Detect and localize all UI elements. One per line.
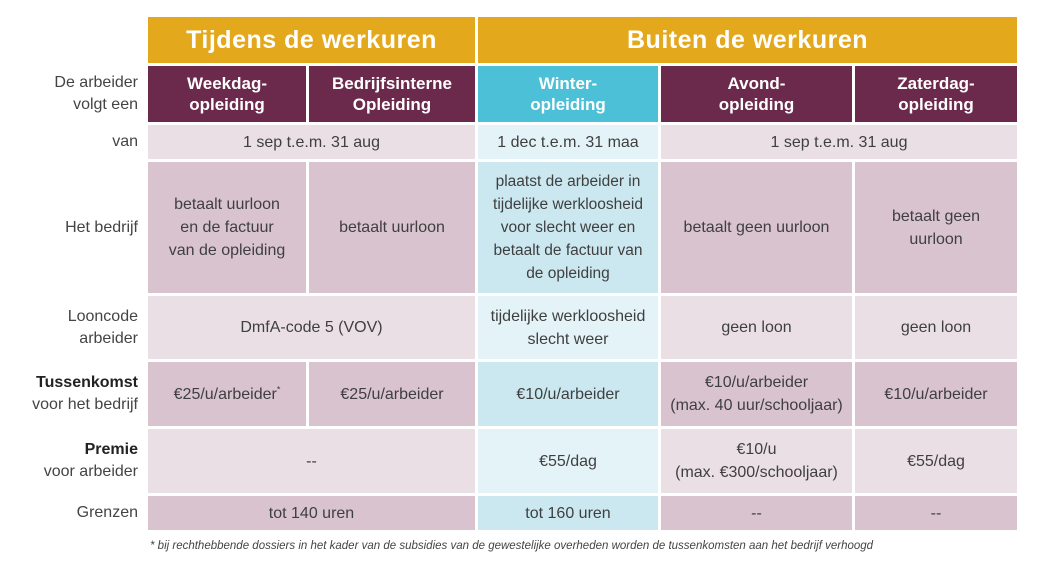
- row-label-looncode: Looncode arbeider: [67, 307, 138, 347]
- column-header-winter: Winter-opleiding: [478, 66, 658, 122]
- cell-van-right: 1 sep t.e.m. 31 aug: [661, 125, 1017, 159]
- footnote-marker: *: [276, 384, 281, 395]
- column-header-weekdag: Weekdag-opleiding: [148, 66, 306, 122]
- cell-bedrijf-winter: plaatst de arbeider in tijdelijke werkloo…: [478, 162, 658, 293]
- row-label-premie: Premie voor arbeider: [43, 441, 138, 480]
- cell-looncode-avond: geen loon: [661, 296, 852, 359]
- cell-bedrijf-weekdag: betaalt uurloon en de factuur van de oplei…: [148, 162, 306, 293]
- cell-bedrijf-intern: betaalt uurloon: [309, 162, 475, 293]
- cell-tussenkomst-avond: €10/u/arbeider (max. 40 uur/schooljaar): [661, 362, 852, 426]
- cell-van-left: 1 sep t.e.m. 31 aug: [148, 125, 475, 159]
- row-label-van: van: [112, 133, 138, 150]
- cell-tussenkomst-weekdag: €25/u/arbeider*: [148, 362, 306, 426]
- row-label-follows: De arbeider volgt een: [54, 74, 138, 113]
- row-label-bedrijf: Het bedrijf: [65, 218, 138, 236]
- cell-grenzen-zaterdag: --: [855, 496, 1017, 530]
- cell-premie-zaterdag: €55/dag: [855, 429, 1017, 493]
- row-label-grenzen: Grenzen: [76, 504, 138, 521]
- cell-tussenkomst-winter: €10/u/arbeider: [478, 362, 658, 426]
- cell-bedrijf-zaterdag: betaalt geen uurloon: [855, 162, 1017, 293]
- header-outside-work-hours: Buiten de werkuren: [478, 17, 1017, 63]
- cell-grenzen-winter: tot 160 uren: [478, 496, 658, 530]
- cell-grenzen-left: tot 140 uren: [148, 496, 475, 530]
- cell-bedrijf-avond: betaalt geen uurloon: [661, 162, 852, 293]
- cell-premie-winter: €55/dag: [478, 429, 658, 493]
- cell-premie-avond: €10/u (max. €300/schooljaar): [661, 429, 852, 493]
- cell-tussenkomst-zaterdag: €10/u/arbeider: [855, 362, 1017, 426]
- cell-looncode-left: DmfA-code 5 (VOV): [148, 296, 475, 359]
- cell-grenzen-avond: --: [661, 496, 852, 530]
- column-header-zaterdag: Zaterdag-opleiding: [855, 66, 1017, 122]
- cell-looncode-zaterdag: geen loon: [855, 296, 1017, 359]
- row-label-tussenkomst: Tussenkomst voor het bedrijf: [32, 374, 138, 413]
- footnote: * bij rechthebbende dossiers in het kade…: [150, 540, 874, 552]
- column-header-avond: Avond-opleiding: [661, 66, 852, 122]
- cell-tussenkomst-intern: €25/u/arbeider: [309, 362, 475, 426]
- cell-premie-left: --: [148, 429, 475, 493]
- header-during-work-hours: Tijdens de werkuren: [148, 17, 475, 63]
- cell-van-winter: 1 dec t.e.m. 31 maa: [478, 125, 658, 159]
- cell-looncode-winter: tijdelijke werkloosheid slecht weer: [478, 296, 658, 359]
- column-header-bedrijfsintern: Bedrijfsinterne Opleiding: [309, 66, 475, 122]
